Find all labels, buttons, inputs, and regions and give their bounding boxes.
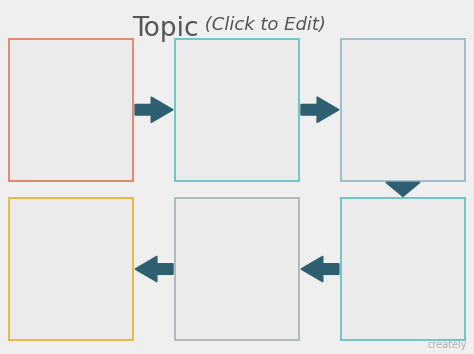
FancyBboxPatch shape (9, 198, 133, 340)
FancyBboxPatch shape (341, 198, 465, 340)
FancyArrow shape (301, 97, 339, 122)
FancyArrow shape (135, 97, 173, 122)
FancyBboxPatch shape (341, 39, 465, 181)
FancyArrow shape (386, 182, 420, 196)
FancyBboxPatch shape (175, 198, 299, 340)
Text: creately: creately (428, 340, 467, 350)
FancyArrow shape (301, 256, 339, 282)
Text: Topic: Topic (132, 16, 199, 42)
FancyBboxPatch shape (175, 39, 299, 181)
FancyBboxPatch shape (9, 39, 133, 181)
Text: (Click to Edit): (Click to Edit) (199, 16, 326, 34)
FancyArrow shape (135, 256, 173, 282)
